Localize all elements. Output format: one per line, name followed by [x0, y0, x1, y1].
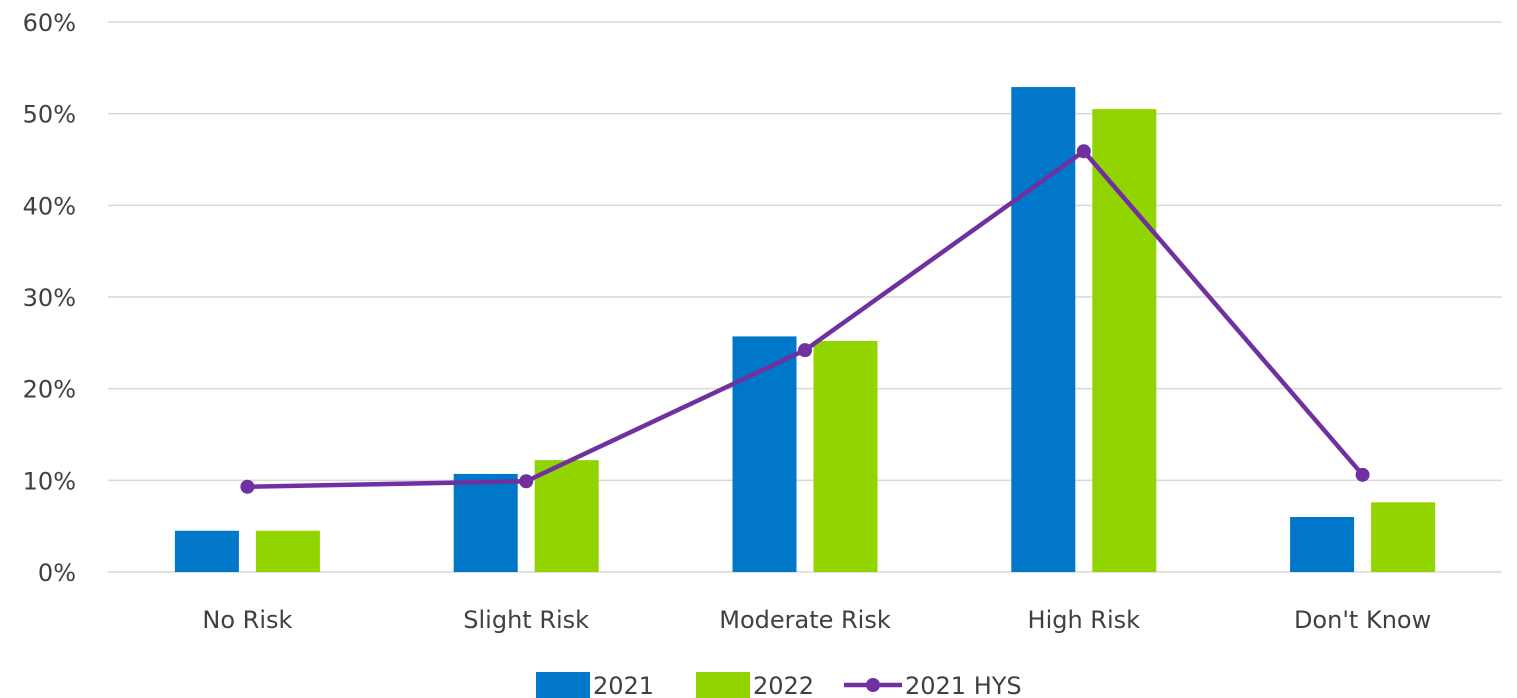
- x-category-label: High Risk: [1028, 606, 1141, 634]
- y-axis-tick-labels: 0% 10% 20% 30% 40% 50% 60%: [23, 9, 76, 587]
- legend-label-2021: 2021: [593, 672, 654, 698]
- legend-swatch-marker-2021-hys: [866, 678, 880, 692]
- y-tick-label: 40%: [23, 192, 76, 220]
- y-tick-label: 60%: [23, 9, 76, 37]
- line-marker-2021-hys-1: [519, 474, 534, 489]
- line-marker-2021-hys-4: [1355, 467, 1370, 482]
- line-marker-2021-hys-3: [1076, 144, 1091, 159]
- bar-2022-2: [813, 341, 878, 572]
- y-tick-label: 30%: [23, 284, 76, 312]
- line-2021-hys: [247, 149, 1365, 489]
- line-marker-2021-hys-2: [798, 343, 812, 358]
- legend-swatch-2022: [696, 672, 750, 698]
- x-axis-category-labels: No Risk Slight Risk Moderate Risk High Risk…: [202, 606, 1431, 634]
- line-layer: [240, 144, 1370, 494]
- x-category-label: Slight Risk: [463, 606, 589, 634]
- bar-2021-3: [1011, 87, 1076, 572]
- x-category-label: No Risk: [202, 606, 292, 634]
- bar-2021-0: [174, 530, 239, 572]
- legend-label-2021-hys: 2021 HYS: [905, 672, 1022, 698]
- x-category-label: Moderate Risk: [719, 606, 891, 634]
- legend-label-2022: 2022: [753, 672, 814, 698]
- bar-2022-0: [255, 530, 320, 572]
- y-tick-label: 20%: [23, 376, 76, 404]
- legend: 2021 2022 2021 HYS: [536, 672, 1022, 698]
- bar-2022-1: [534, 460, 599, 572]
- x-category-label: Don't Know: [1294, 606, 1431, 634]
- bar-2021-1: [453, 473, 518, 572]
- legend-swatch-2021: [536, 672, 590, 698]
- bar-2022-3: [1092, 109, 1157, 572]
- bar-2022-4: [1371, 502, 1436, 572]
- line-marker-2021-hys-0: [240, 479, 255, 494]
- bar-2021-2: [732, 336, 797, 572]
- grid-layer: [108, 21, 1502, 573]
- y-tick-label: 10%: [23, 467, 76, 495]
- bar-2021-4: [1290, 517, 1355, 572]
- y-tick-label: 0%: [38, 559, 76, 587]
- bar-layer: [174, 87, 1436, 572]
- y-tick-label: 50%: [23, 101, 76, 129]
